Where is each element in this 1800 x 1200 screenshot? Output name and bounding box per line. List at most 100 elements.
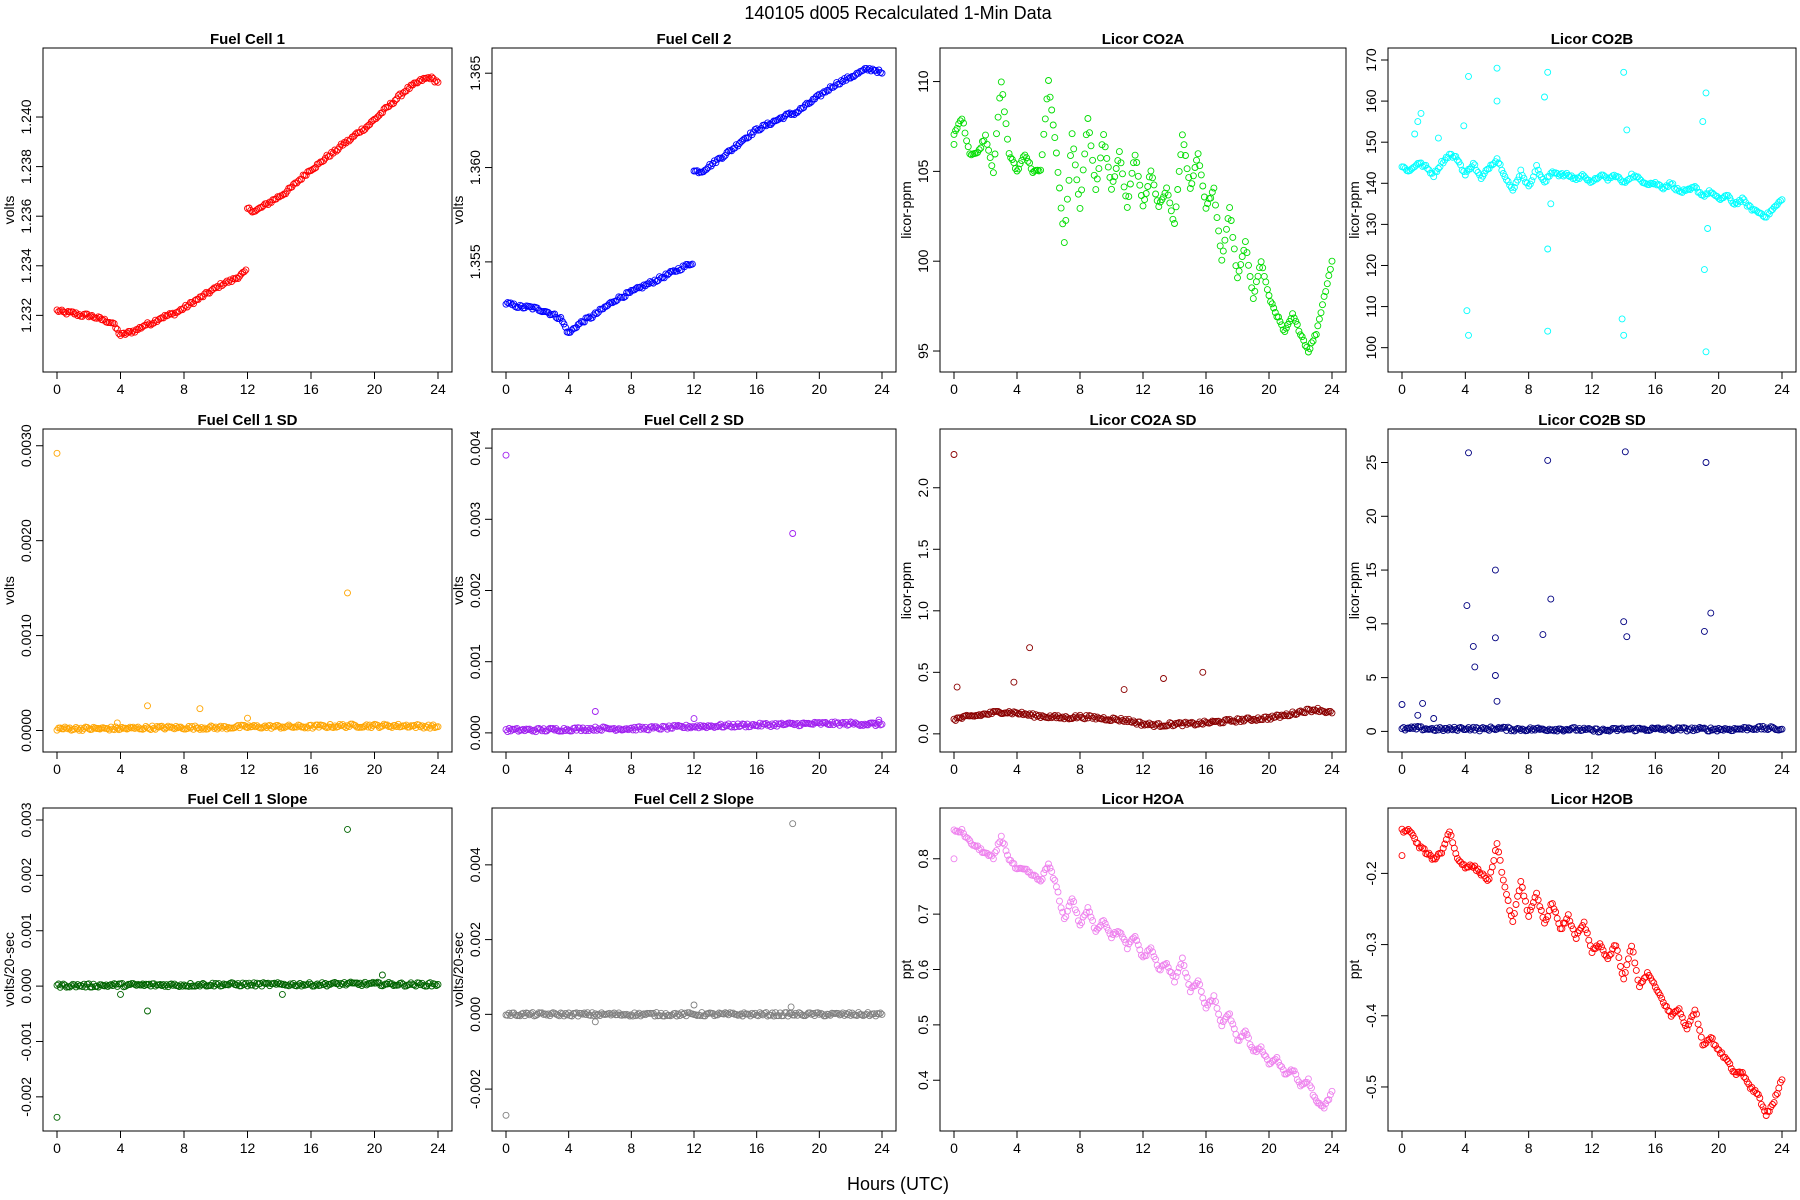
data-point	[1447, 831, 1455, 839]
x-tick-label: 24	[1774, 1140, 1790, 1156]
data-point	[1224, 1011, 1232, 1019]
data-point	[1125, 940, 1133, 948]
data-point	[1092, 186, 1100, 194]
data-point	[1529, 173, 1537, 181]
data-point	[425, 74, 432, 82]
x-tick-label: 12	[1584, 1140, 1600, 1156]
data-point	[1623, 961, 1631, 969]
panel-title: Licor CO2B SD	[1538, 412, 1646, 429]
data-point	[218, 982, 226, 990]
data-point	[507, 299, 515, 307]
data-point	[156, 315, 164, 323]
data-point	[1177, 151, 1185, 159]
data-point	[1024, 711, 1032, 719]
data-point	[1328, 257, 1336, 265]
data-point	[1073, 176, 1081, 184]
data-point	[1271, 309, 1279, 316]
data-point	[1550, 727, 1558, 735]
data-point	[1479, 870, 1487, 878]
data-point	[1108, 934, 1115, 942]
outlier-point	[1160, 675, 1167, 682]
data-point	[1485, 875, 1493, 883]
data-point	[431, 78, 439, 86]
data-point	[180, 981, 188, 989]
data-point	[1509, 918, 1517, 926]
data-point	[1037, 166, 1045, 174]
data-point	[1045, 714, 1052, 722]
x-tick-label: 16	[303, 761, 319, 777]
data-point	[213, 981, 221, 989]
y-tick-label: 0.0030	[18, 424, 34, 467]
data-point	[1251, 287, 1259, 295]
data-point	[1286, 1068, 1293, 1076]
data-point	[1474, 865, 1482, 873]
data-point	[1117, 929, 1125, 937]
data-point	[1626, 947, 1634, 955]
data-point	[1672, 726, 1680, 734]
data-point	[1163, 960, 1171, 967]
data-point	[878, 1010, 886, 1018]
data-point	[1466, 165, 1474, 173]
x-tick-label: 0	[53, 1140, 61, 1156]
data-point	[1270, 304, 1278, 312]
data-point	[112, 324, 120, 332]
y-tick-label: -0.2	[1363, 861, 1379, 885]
outlier-point	[1414, 711, 1422, 719]
outlier-point	[1620, 68, 1628, 76]
data-point	[1226, 1010, 1234, 1018]
data-point	[1689, 183, 1697, 191]
x-tick-label: 4	[117, 381, 125, 397]
data-point	[88, 725, 96, 733]
data-point	[571, 724, 579, 732]
x-tick-label: 0	[950, 761, 958, 777]
data-point	[331, 146, 339, 154]
plot-frame	[939, 807, 1347, 1132]
data-point	[112, 980, 120, 988]
data-point	[201, 981, 209, 989]
data-point	[684, 724, 692, 732]
outlier-point	[591, 708, 599, 715]
outlier-point	[1699, 118, 1707, 126]
data-point	[1142, 952, 1150, 960]
x-tick-label: 8	[627, 1140, 635, 1156]
data-point	[1580, 724, 1588, 732]
data-point	[1298, 333, 1306, 341]
panel-title: Fuel Cell 1	[210, 31, 285, 48]
data-point	[645, 280, 653, 288]
data-point	[1202, 204, 1210, 212]
data-point	[340, 722, 348, 730]
data-point	[538, 727, 546, 735]
data-point	[740, 135, 748, 143]
data-point	[1289, 310, 1297, 318]
y-axis-label: ppt	[1346, 960, 1362, 980]
data-point	[831, 718, 839, 726]
data-point	[1101, 920, 1109, 927]
data-point	[1292, 317, 1300, 325]
data-point	[663, 725, 671, 733]
data-point	[161, 982, 169, 990]
data-point	[822, 1012, 830, 1020]
data-point	[1420, 845, 1428, 853]
data-point	[434, 981, 442, 988]
data-point	[80, 724, 88, 732]
data-point	[1109, 177, 1117, 185]
outlier-point	[502, 1111, 510, 1119]
y-axis-label: licor-ppm	[898, 181, 914, 239]
outlier-point	[1493, 64, 1501, 72]
outlier-point	[344, 589, 351, 597]
data-point	[1493, 155, 1501, 163]
data-point	[593, 726, 601, 734]
data-point	[69, 308, 77, 316]
data-point	[991, 150, 999, 158]
outlier-point	[278, 990, 286, 998]
figure-title: 140105 d005 Recalculated 1-Min Data	[744, 3, 1052, 23]
x-tick-label: 0	[950, 381, 958, 397]
data-point	[695, 724, 703, 732]
x-tick-label: 0	[1398, 1140, 1406, 1156]
data-point	[1636, 983, 1643, 991]
data-point	[1051, 134, 1059, 142]
data-point	[873, 720, 881, 728]
outlier-point	[787, 1003, 795, 1011]
data-point	[1071, 712, 1079, 720]
y-tick-label: 1.240	[18, 99, 34, 134]
